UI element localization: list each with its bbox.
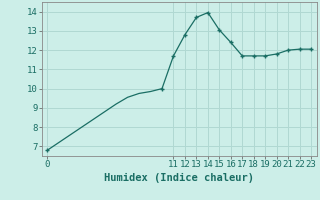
X-axis label: Humidex (Indice chaleur): Humidex (Indice chaleur) xyxy=(104,173,254,183)
